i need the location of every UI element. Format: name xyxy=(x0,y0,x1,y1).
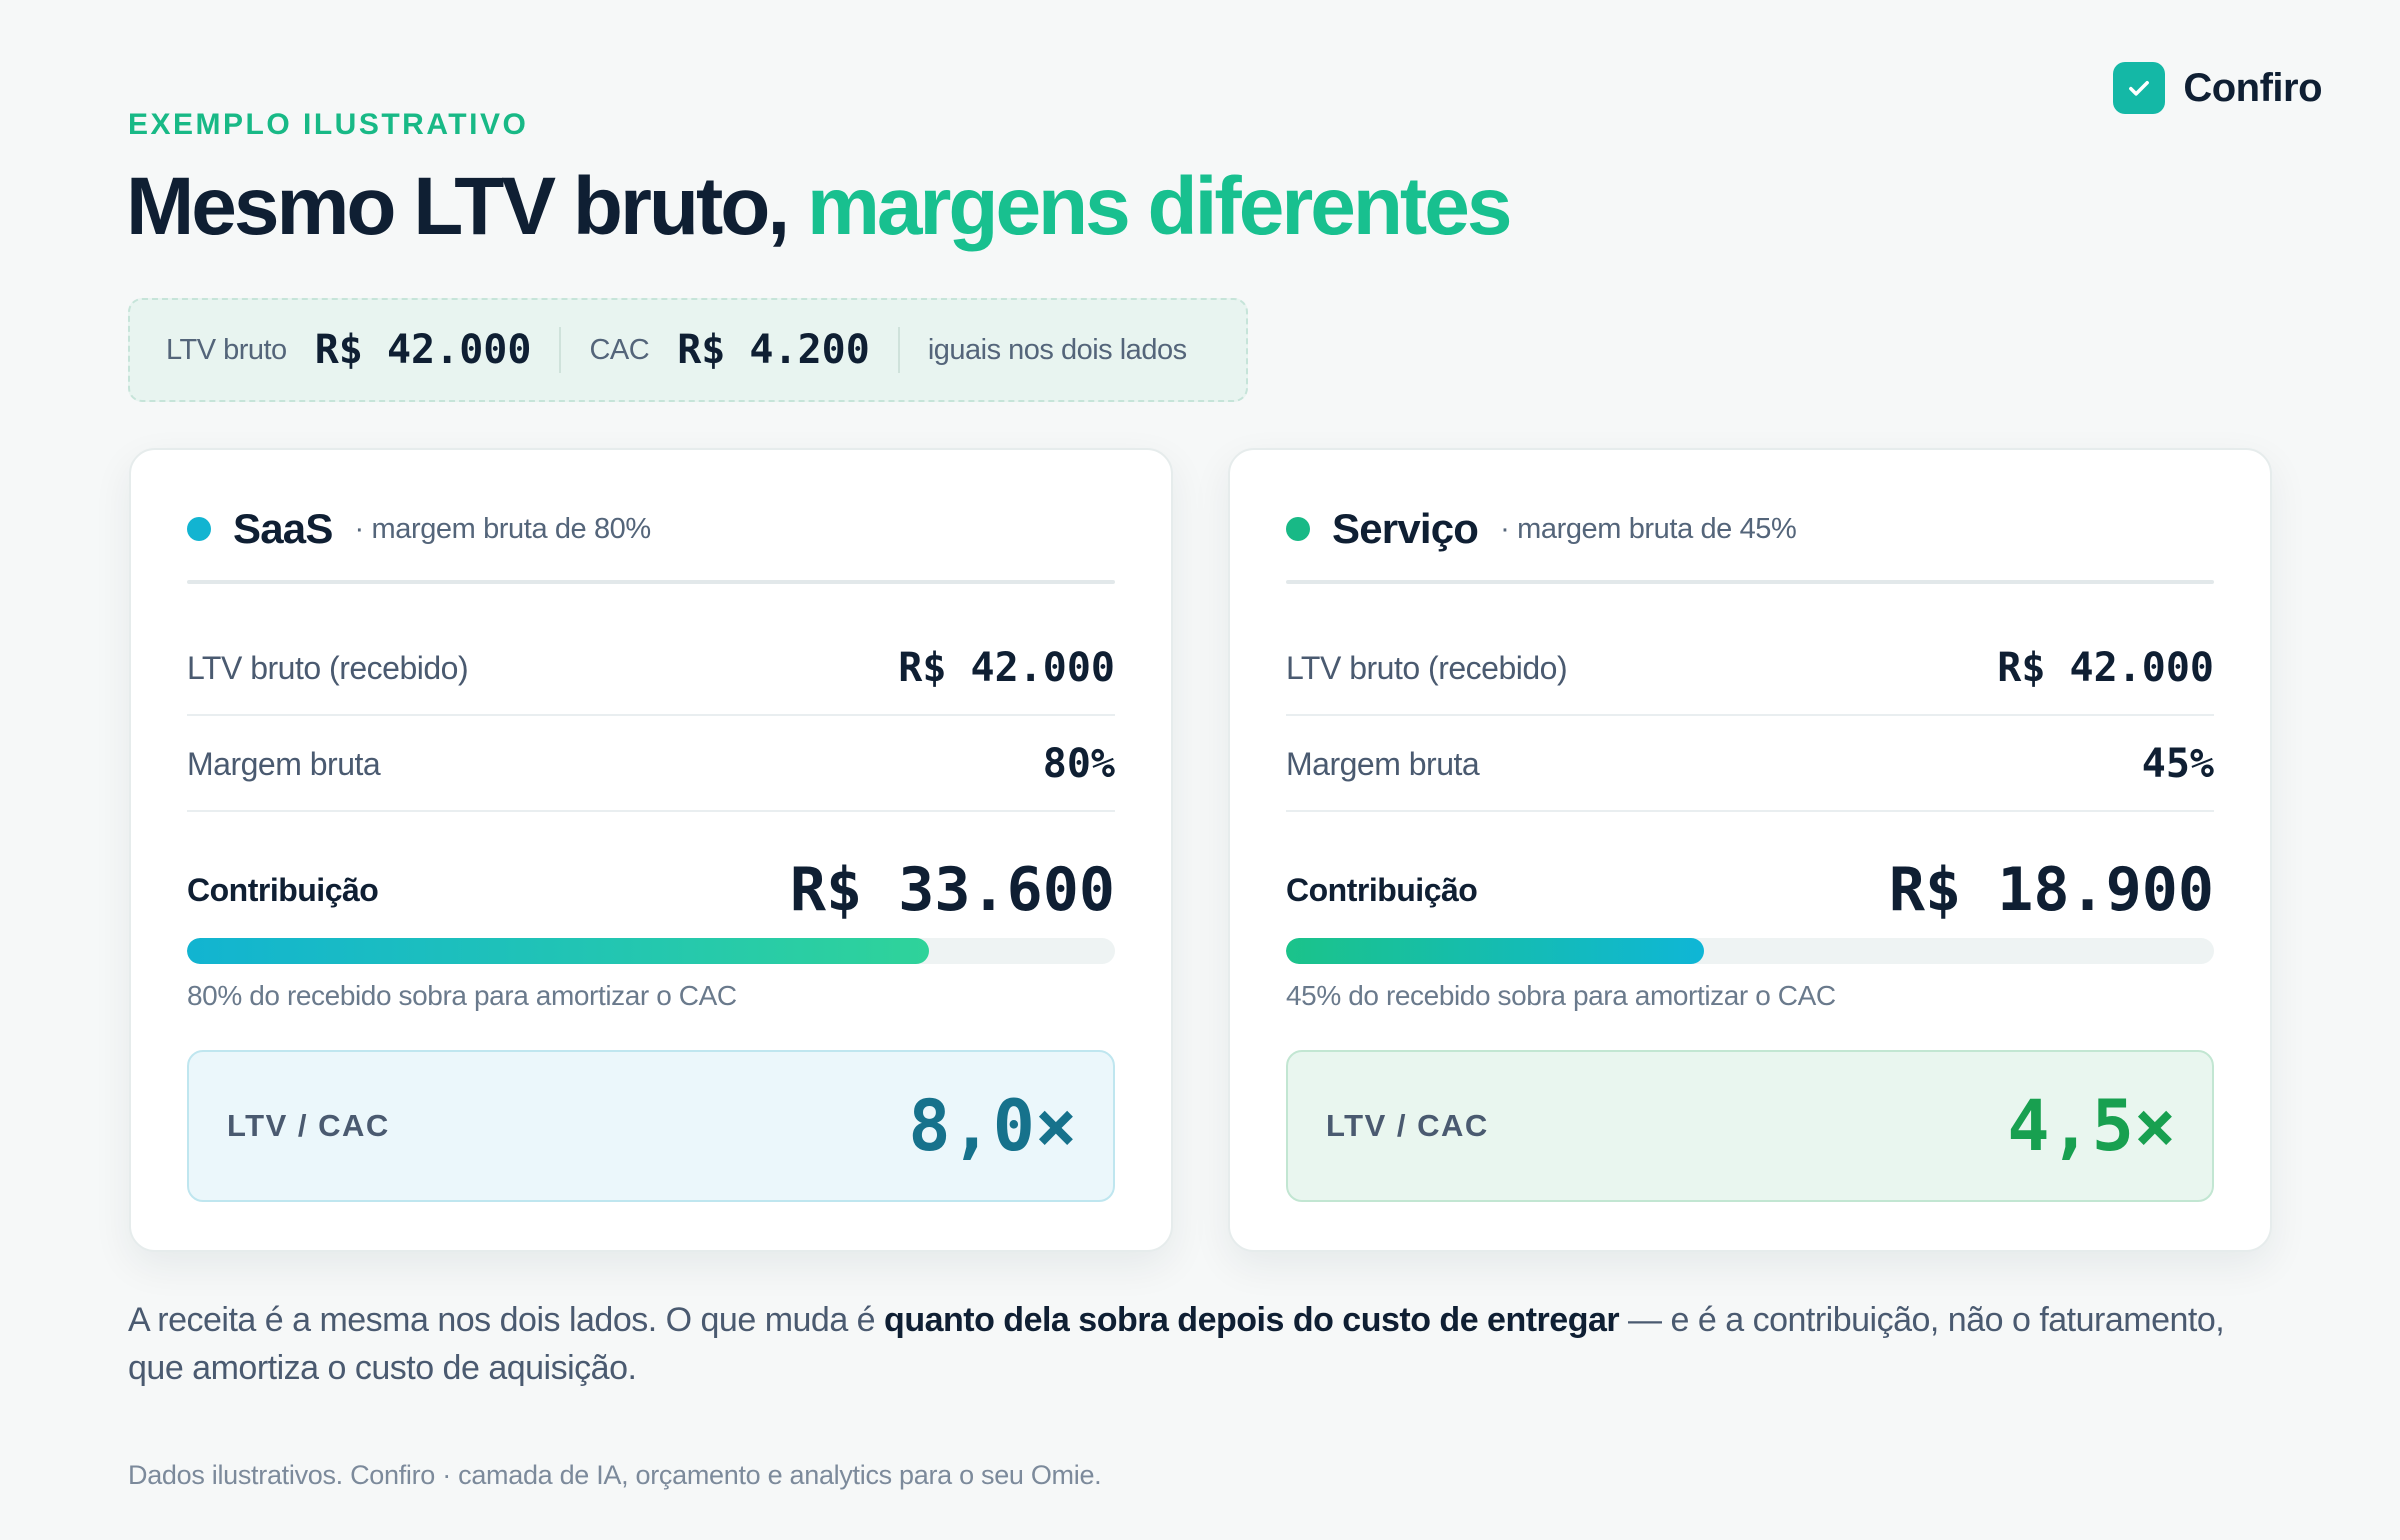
summary-pill: LTV bruto R$ 42.000 CAC R$ 4.200 iguais … xyxy=(128,298,1248,402)
summary-cac-label: CAC xyxy=(589,333,650,366)
summary-divider xyxy=(559,327,562,373)
contribution-caption: 45% do recebido sobra para amortizar o C… xyxy=(1286,980,1836,1011)
divider xyxy=(1286,714,2214,716)
ltv-cac-box: LTV / CAC 8,0× xyxy=(187,1050,1115,1202)
contribution-bar xyxy=(187,938,1115,964)
summary-ltv-value: R$ 42.000 xyxy=(314,327,532,373)
brand-name: Confiro xyxy=(2183,65,2322,110)
ltv-value: R$ 42.000 xyxy=(898,645,1115,691)
margin-label: Margem bruta xyxy=(1286,745,1480,782)
ltv-row: LTV bruto (recebido) R$ 42.000 xyxy=(187,640,1115,696)
divider xyxy=(187,714,1115,716)
check-icon xyxy=(2113,62,2166,114)
card-subtitle: · margem bruta de 80% xyxy=(354,512,652,545)
card-header: SaaS · margem bruta de 80% xyxy=(187,502,1115,556)
explanation-emphasis: quanto dela sobra depois do custo de ent… xyxy=(884,1301,1620,1339)
footer-note: Dados ilustrativos. Confiro · camada de … xyxy=(128,1460,1102,1490)
contribution-row: Contribuição R$ 18.900 xyxy=(1286,848,2214,932)
divider xyxy=(187,580,1115,584)
ltv-row: LTV bruto (recebido) R$ 42.000 xyxy=(1286,640,2214,696)
divider xyxy=(1286,580,2214,584)
ltv-label: LTV bruto (recebido) xyxy=(1286,649,1568,686)
ltv-label: LTV bruto (recebido) xyxy=(187,649,469,686)
explanation-part-2: — e é a contribuição, não o faturamento,… xyxy=(128,1301,2225,1387)
contribution-bar-fill xyxy=(1286,938,1704,964)
series-dot xyxy=(187,517,211,541)
contribution-caption: 80% do recebido sobra para amortizar o C… xyxy=(187,980,737,1011)
margin-row: Margem bruta 45% xyxy=(1286,736,2214,792)
card-title: Serviço xyxy=(1332,505,1479,552)
card-subtitle: · margem bruta de 45% xyxy=(1500,512,1797,545)
explanation-text: A receita é a mesma nos dois lados. O qu… xyxy=(128,1296,2278,1392)
contribution-bar-fill xyxy=(187,938,930,964)
contribution-bar xyxy=(1286,938,2214,964)
summary-divider xyxy=(897,327,900,373)
card-header: Serviço · margem bruta de 45% xyxy=(1286,502,2214,556)
margin-label: Margem bruta xyxy=(187,745,381,782)
card-title: SaaS xyxy=(233,505,333,552)
ltv-cac-label: LTV / CAC xyxy=(1326,1108,1489,1143)
ltv-cac-label: LTV / CAC xyxy=(227,1108,390,1143)
contribution-label: Contribuição xyxy=(1286,871,1478,908)
divider xyxy=(1286,810,2214,812)
ltv-cac-value: 8,0× xyxy=(908,1085,1077,1167)
contribution-value: R$ 33.600 xyxy=(789,855,1115,925)
contribution-label: Contribuição xyxy=(187,871,379,908)
eyebrow-label: EXEMPLO ILUSTRATIVO xyxy=(128,108,529,141)
page-title: Mesmo LTV bruto, margens diferentes xyxy=(126,160,1512,254)
margin-value: 80% xyxy=(1042,741,1115,787)
title-accent: margens diferentes xyxy=(806,161,1512,252)
margin-value: 45% xyxy=(2141,741,2214,787)
summary-ltv-label: LTV bruto xyxy=(166,333,287,366)
summary-note: iguais nos dois lados xyxy=(927,333,1187,366)
margin-row: Margem bruta 80% xyxy=(187,736,1115,792)
brand-logo: Confiro xyxy=(2113,62,2322,114)
title-main: Mesmo LTV bruto, xyxy=(126,161,790,252)
divider xyxy=(187,810,1115,812)
contribution-row: Contribuição R$ 33.600 xyxy=(187,848,1115,932)
card-saas: SaaS · margem bruta de 80% LTV bruto (re… xyxy=(129,448,1173,1252)
series-dot xyxy=(1286,517,1310,541)
ltv-cac-box: LTV / CAC 4,5× xyxy=(1286,1050,2214,1202)
ltv-value: R$ 42.000 xyxy=(1997,645,2214,691)
ltv-cac-value: 4,5× xyxy=(2007,1085,2176,1167)
card-servico: Serviço · margem bruta de 45% LTV bruto … xyxy=(1228,448,2272,1252)
summary-cac-value: R$ 4.200 xyxy=(677,327,870,373)
contribution-value: R$ 18.900 xyxy=(1888,855,2214,925)
explanation-part-1: A receita é a mesma nos dois lados. O qu… xyxy=(128,1301,885,1339)
